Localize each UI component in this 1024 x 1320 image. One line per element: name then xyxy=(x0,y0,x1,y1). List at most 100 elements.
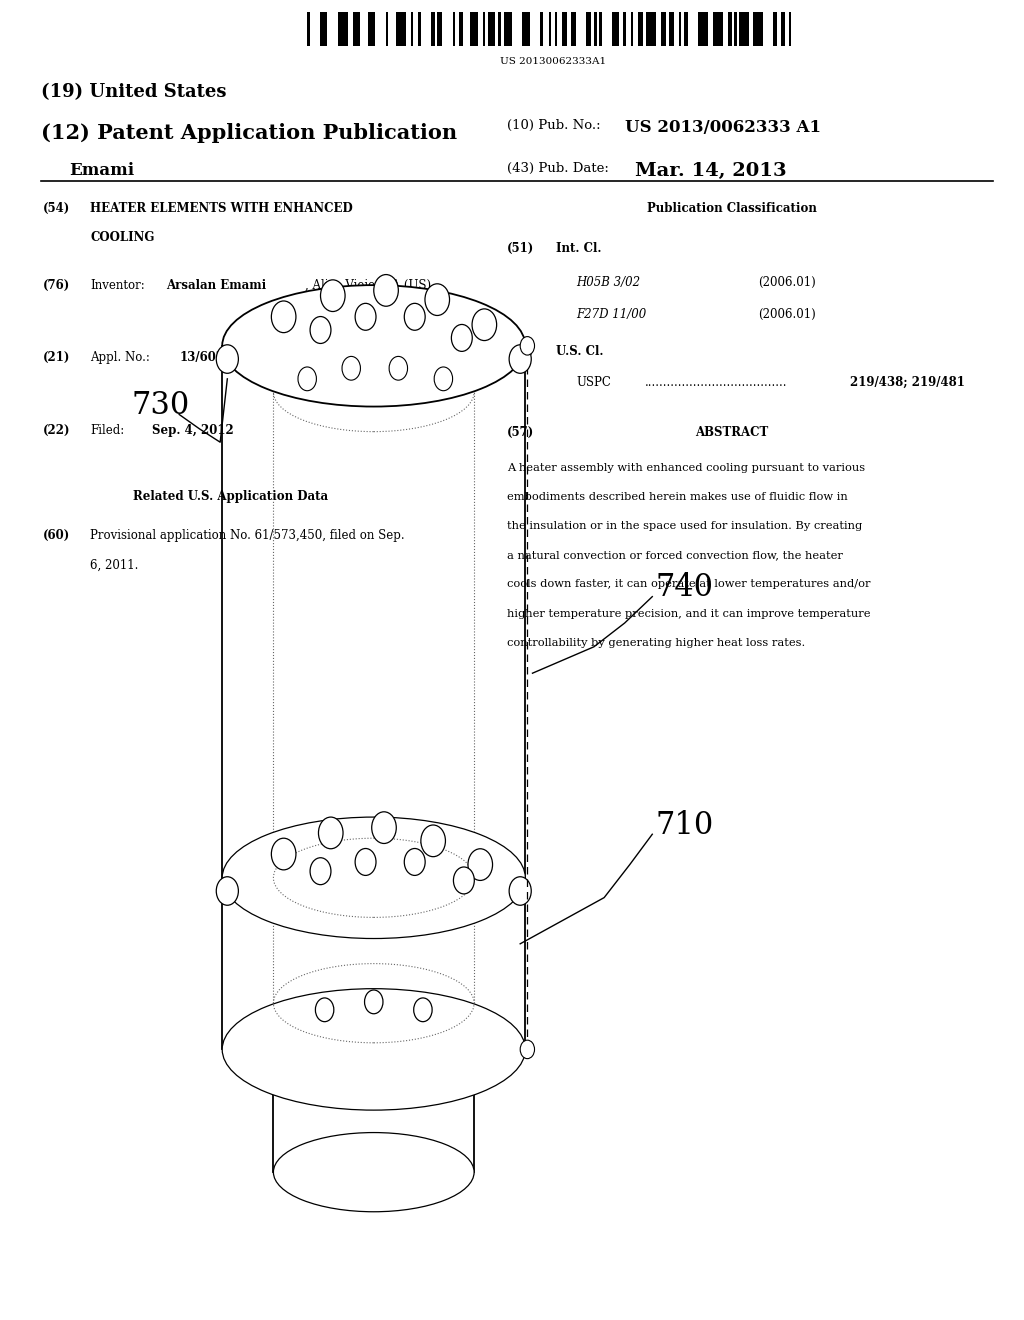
Bar xyxy=(562,12,567,46)
Text: (19) United States: (19) United States xyxy=(41,83,226,102)
Text: 740: 740 xyxy=(655,572,714,603)
Text: Related U.S. Application Data: Related U.S. Application Data xyxy=(133,490,328,503)
Text: Appl. No.:: Appl. No.: xyxy=(90,351,150,364)
Bar xyxy=(307,12,309,46)
Circle shape xyxy=(355,304,376,330)
Ellipse shape xyxy=(222,817,525,939)
Circle shape xyxy=(404,304,425,330)
Bar xyxy=(522,12,529,46)
Circle shape xyxy=(472,309,497,341)
Bar xyxy=(470,12,478,46)
Text: A heater assembly with enhanced cooling pursuant to various: A heater assembly with enhanced cooling … xyxy=(507,463,865,474)
Text: COOLING: COOLING xyxy=(90,231,155,244)
Text: U.S. Cl.: U.S. Cl. xyxy=(556,345,603,358)
Circle shape xyxy=(454,867,474,894)
Bar xyxy=(487,12,496,46)
Text: Filed:: Filed: xyxy=(90,424,124,437)
Text: Arsalan Emami: Arsalan Emami xyxy=(166,279,266,292)
Bar xyxy=(338,12,347,46)
Text: ABSTRACT: ABSTRACT xyxy=(695,426,769,440)
Text: (12) Patent Application Publication: (12) Patent Application Publication xyxy=(41,123,457,143)
Bar xyxy=(734,12,737,46)
Bar xyxy=(773,12,777,46)
Text: (57): (57) xyxy=(507,426,535,440)
Bar xyxy=(611,12,620,46)
Text: (52): (52) xyxy=(507,345,535,358)
Circle shape xyxy=(425,284,450,315)
Text: (2006.01): (2006.01) xyxy=(758,308,815,321)
Bar xyxy=(411,12,414,46)
Bar xyxy=(638,12,643,46)
Circle shape xyxy=(310,858,331,884)
Bar xyxy=(631,12,633,46)
Circle shape xyxy=(216,345,239,374)
Bar xyxy=(599,12,602,46)
Text: higher temperature precision, and it can improve temperature: higher temperature precision, and it can… xyxy=(507,609,870,619)
Circle shape xyxy=(509,876,531,906)
Circle shape xyxy=(520,1040,535,1059)
Text: Inventor:: Inventor: xyxy=(90,279,144,292)
Text: (2006.01): (2006.01) xyxy=(758,276,815,289)
Text: 13/602,322: 13/602,322 xyxy=(179,351,253,364)
Text: embodiments described herein makes use of fluidic flow in: embodiments described herein makes use o… xyxy=(507,492,848,503)
Text: (76): (76) xyxy=(43,279,71,292)
Ellipse shape xyxy=(222,989,525,1110)
Bar xyxy=(504,12,512,46)
Circle shape xyxy=(298,367,316,391)
Text: (43) Pub. Date:: (43) Pub. Date: xyxy=(507,162,608,176)
Circle shape xyxy=(520,337,535,355)
Bar xyxy=(352,12,360,46)
Circle shape xyxy=(310,317,331,343)
Text: 730: 730 xyxy=(131,389,189,421)
Bar xyxy=(498,12,501,46)
Bar xyxy=(431,12,435,46)
Text: (10) Pub. No.:: (10) Pub. No.: xyxy=(507,119,600,132)
Circle shape xyxy=(315,998,334,1022)
Text: Publication Classification: Publication Classification xyxy=(647,202,817,215)
Text: Mar. 14, 2013: Mar. 14, 2013 xyxy=(635,162,786,181)
Circle shape xyxy=(452,325,472,351)
Circle shape xyxy=(374,275,398,306)
Bar xyxy=(754,12,763,46)
Ellipse shape xyxy=(222,285,525,407)
Text: H05B 3/02: H05B 3/02 xyxy=(577,276,641,289)
Text: Int. Cl.: Int. Cl. xyxy=(556,242,601,255)
Circle shape xyxy=(372,812,396,843)
Text: , Aliso Viejo, CA (US): , Aliso Viejo, CA (US) xyxy=(305,279,431,292)
Circle shape xyxy=(355,849,376,875)
Text: cools down faster, it can operate at lower temperatures and/or: cools down faster, it can operate at low… xyxy=(507,579,870,590)
Circle shape xyxy=(404,849,425,875)
Text: Emami: Emami xyxy=(70,162,135,180)
Text: Provisional application No. 61/573,450, filed on Sep.: Provisional application No. 61/573,450, … xyxy=(90,529,404,543)
Circle shape xyxy=(271,838,296,870)
Circle shape xyxy=(509,345,531,374)
Bar xyxy=(684,12,687,46)
Bar xyxy=(386,12,388,46)
Text: controllability by generating higher heat loss rates.: controllability by generating higher hea… xyxy=(507,638,805,648)
Bar xyxy=(646,12,656,46)
Text: 6, 2011.: 6, 2011. xyxy=(90,558,138,572)
Bar xyxy=(459,12,463,46)
Text: 219/438; 219/481: 219/438; 219/481 xyxy=(850,376,965,389)
Bar xyxy=(739,12,750,46)
Bar xyxy=(549,12,551,46)
Bar xyxy=(623,12,626,46)
Circle shape xyxy=(468,849,493,880)
Text: F27D 11/00: F27D 11/00 xyxy=(577,308,647,321)
Circle shape xyxy=(271,301,296,333)
Bar xyxy=(319,12,328,46)
Bar xyxy=(728,12,732,46)
Text: 710: 710 xyxy=(655,809,714,841)
Text: (51): (51) xyxy=(507,242,535,255)
Text: US 2013/0062333 A1: US 2013/0062333 A1 xyxy=(625,119,820,136)
Bar xyxy=(437,12,442,46)
Text: US 20130062333A1: US 20130062333A1 xyxy=(500,57,606,66)
Circle shape xyxy=(318,817,343,849)
Bar xyxy=(453,12,455,46)
Bar xyxy=(571,12,577,46)
Circle shape xyxy=(321,280,345,312)
Text: USPC: USPC xyxy=(577,376,611,389)
Text: a natural convection or forced convection flow, the heater: a natural convection or forced convectio… xyxy=(507,550,843,561)
Text: ......................................: ...................................... xyxy=(645,376,787,389)
Bar xyxy=(679,12,681,46)
